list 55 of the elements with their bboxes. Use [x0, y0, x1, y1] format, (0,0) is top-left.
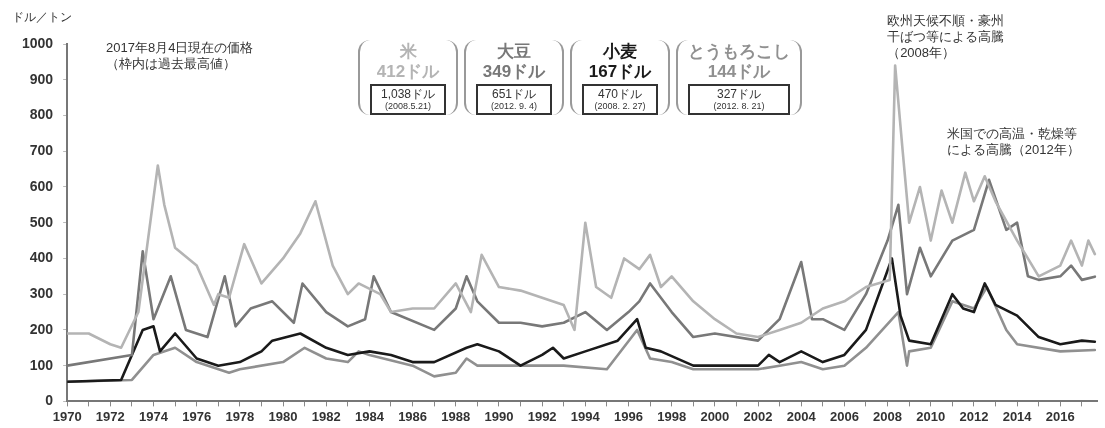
x-tick-label: 1996 — [614, 408, 643, 424]
y-tick-label: 700 — [29, 142, 54, 159]
y-tick-label: 200 — [29, 320, 54, 337]
record-frame: 651ドル (2012. 9. 4) — [476, 84, 552, 115]
annotation: 1,038ドル (2008.5.21) — [380, 87, 436, 112]
x-tick-label: 1980 — [268, 408, 298, 424]
x-tick-label: 2010 — [916, 408, 946, 424]
annotation: 167ドル — [587, 62, 653, 82]
annotation: 470ドル (2008. 2. 27) — [593, 87, 647, 112]
price-card: とうもろこし 144ドル 327ドル (2012. 8. 21) — [676, 40, 802, 115]
x-tick-label: 2014 — [1002, 408, 1033, 424]
record-frame: 1,038ドル (2008.5.21) — [370, 84, 446, 115]
x-tick-label: 1990 — [484, 408, 514, 424]
annotation: 米国での高温・乾燥等による高騰（2012年） — [946, 125, 1080, 157]
annotation: 349ドル — [481, 62, 547, 82]
x-tick-label: 1978 — [225, 408, 255, 424]
y-tick-label: 900 — [29, 70, 54, 87]
x-tick-label: 1984 — [354, 408, 385, 424]
x-tick-label: 2004 — [786, 408, 817, 424]
annotation: 327ドル (2012. 8. 21) — [712, 87, 766, 112]
record-frame: 470ドル (2008. 2. 27) — [582, 84, 658, 115]
y-tick-label: 300 — [29, 285, 54, 302]
x-tick-label: 1974 — [139, 408, 169, 424]
record-frame: 327ドル (2012. 8. 21) — [688, 84, 790, 115]
x-tick-label: 1986 — [398, 408, 428, 424]
x-tick-label: 2008 — [873, 408, 903, 424]
y-tick-label: 500 — [29, 213, 54, 230]
y-tick-label: 400 — [29, 249, 54, 266]
price-card: 大豆 349ドル 651ドル (2012. 9. 4) — [464, 40, 564, 115]
x-tick-label: 1998 — [657, 408, 687, 424]
x-tick-label: 1982 — [311, 408, 341, 424]
x-tick-label: 1992 — [527, 408, 557, 424]
annotation: 2017年8月4日現在の価格（枠内は過去最高値） — [106, 40, 255, 72]
y-tick-label: 1000 — [21, 34, 54, 51]
x-tick-label: 1994 — [570, 408, 601, 424]
x-tick-label: 2006 — [829, 408, 859, 424]
x-tick-label: 1976 — [182, 408, 212, 424]
x-tick-label: 2012 — [959, 408, 989, 424]
y-tick-label: 0 — [45, 392, 54, 409]
y-tick-label: 800 — [29, 106, 54, 123]
x-tick-label: 2002 — [743, 408, 773, 424]
annotation: 144ドル — [706, 62, 772, 82]
x-tick-label: 1972 — [95, 408, 125, 424]
price-card: 米 412ドル 1,038ドル (2008.5.21) — [358, 40, 458, 115]
annotation: 412ドル — [375, 62, 441, 82]
y-tick-label: 600 — [29, 177, 54, 194]
x-tick-label: 2016 — [1045, 408, 1075, 424]
x-tick-label: 1970 — [52, 408, 82, 424]
y-axis-title: ドル／トン — [12, 10, 72, 25]
annotation: 651ドル (2012. 9. 4) — [490, 87, 538, 112]
price-card: 小麦 167ドル 470ドル (2008. 2. 27) — [570, 40, 670, 115]
annotation: 欧州天候不順・豪州干ばつ等による高騰（2008年） — [887, 12, 1005, 60]
x-tick-label: 2000 — [700, 408, 730, 424]
x-tick-label: 1988 — [441, 408, 471, 424]
y-tick-label: 100 — [29, 356, 54, 373]
